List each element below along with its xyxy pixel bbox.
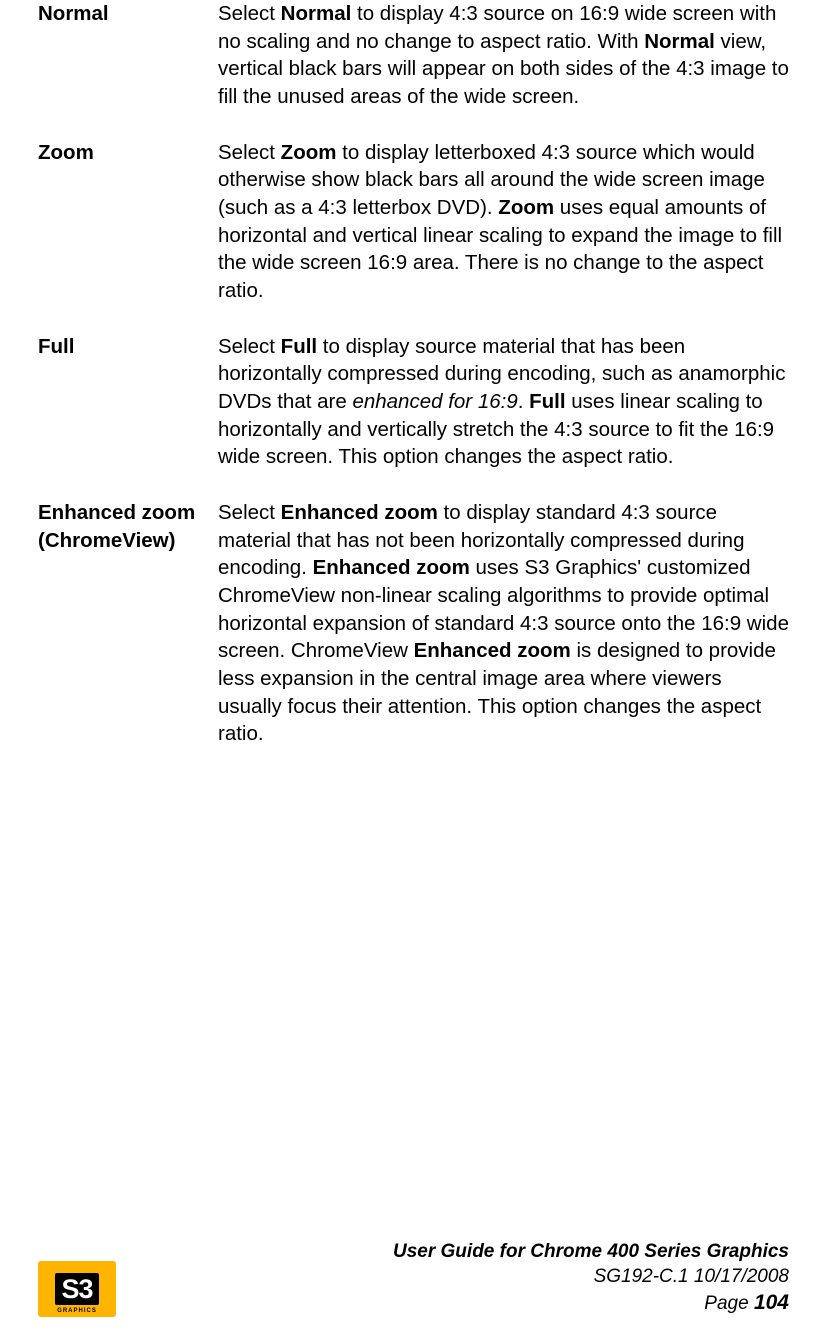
definition-description: Select Enhanced zoom to display standard… (218, 499, 789, 748)
definition-description: Select Full to display source material t… (218, 333, 789, 471)
definition-term: Full (38, 333, 218, 471)
definition-row: Enhanced zoom (ChromeView)Select Enhance… (38, 499, 789, 748)
page-footer: S3 GRAPHICS User Guide for Chrome 400 Se… (38, 1240, 789, 1317)
definition-term: Enhanced zoom (ChromeView) (38, 499, 218, 748)
footer-title: User Guide for Chrome 400 Series Graphic… (393, 1240, 789, 1265)
definition-row: ZoomSelect Zoom to display letterboxed 4… (38, 139, 789, 305)
definition-list: NormalSelect Normal to display 4:3 sourc… (38, 0, 789, 776)
footer-text-block: User Guide for Chrome 400 Series Graphic… (393, 1240, 789, 1317)
definition-row: FullSelect Full to display source materi… (38, 333, 789, 471)
footer-doc-info: SG192-C.1 10/17/2008 (393, 1265, 789, 1290)
footer-page: Page 104 (393, 1289, 789, 1317)
definition-description: Select Zoom to display letterboxed 4:3 s… (218, 139, 789, 305)
logo-subtext: GRAPHICS (57, 1308, 97, 1314)
definition-term: Zoom (38, 139, 218, 305)
page-label: Page (704, 1293, 754, 1314)
definition-description: Select Normal to display 4:3 source on 1… (218, 0, 789, 111)
logo-text: S3 (55, 1273, 98, 1305)
definition-term: Normal (38, 0, 218, 111)
definition-row: NormalSelect Normal to display 4:3 sourc… (38, 0, 789, 111)
page-number: 104 (754, 1291, 789, 1314)
s3-logo: S3 GRAPHICS (38, 1261, 116, 1317)
